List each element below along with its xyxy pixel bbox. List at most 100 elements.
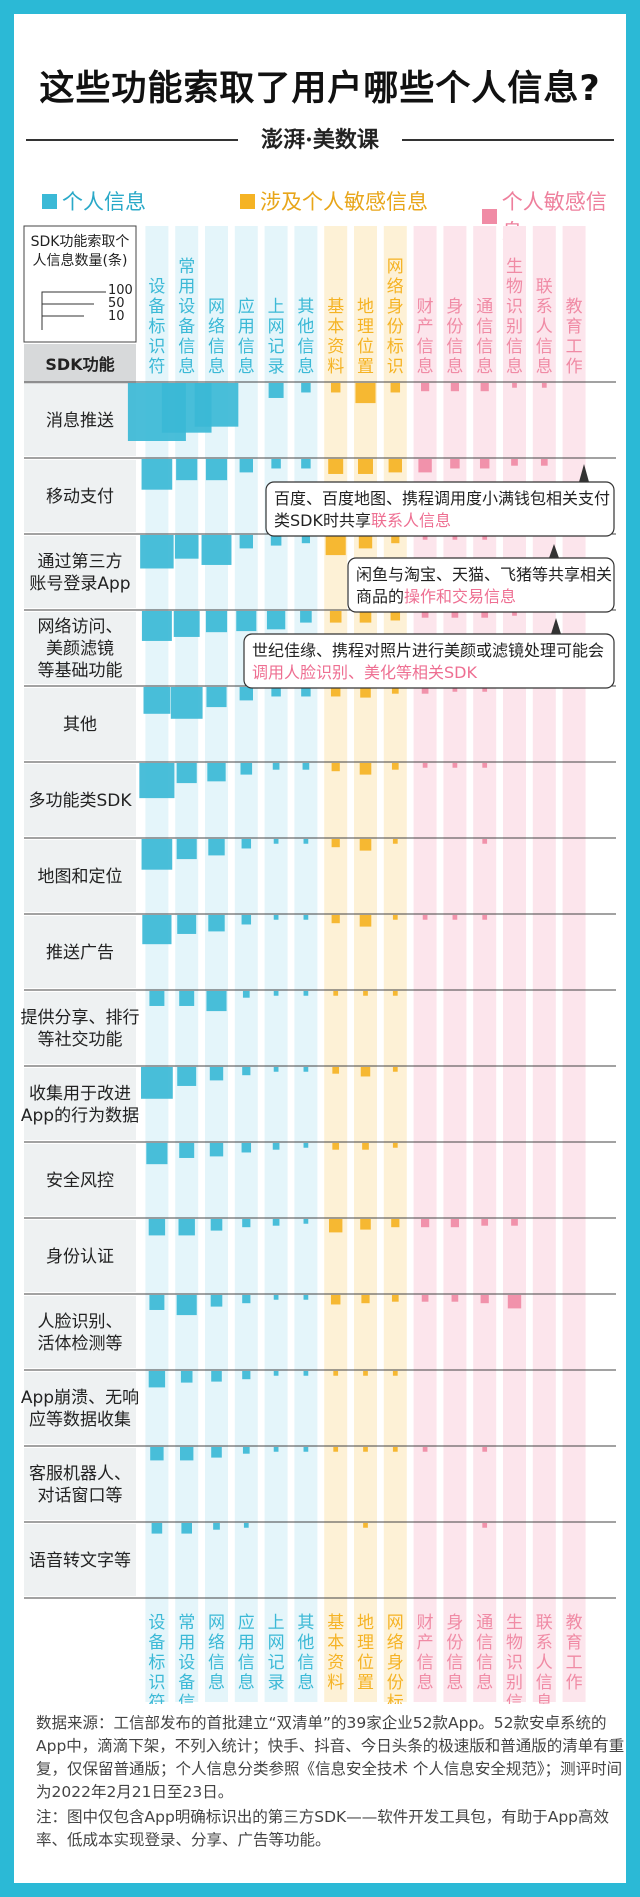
column-strip — [234, 226, 258, 1702]
heatmap-cell — [273, 991, 279, 996]
heatmap-cell — [151, 1523, 163, 1534]
heatmap-cell — [512, 611, 517, 616]
column-label: 联 — [536, 277, 553, 297]
annotation-pointer — [549, 544, 559, 558]
column-label: 他 — [297, 317, 314, 337]
column-label: 位 — [357, 337, 374, 357]
column-label: 地 — [357, 1613, 374, 1633]
brand-logo: 澎湃·美数课 — [261, 127, 379, 153]
column-label: 上 — [268, 1613, 285, 1633]
title-divider-right — [402, 139, 614, 141]
column-label: 常 — [178, 257, 195, 277]
column-label: 人 — [536, 317, 553, 337]
heatmap-cell — [176, 763, 197, 784]
heatmap-cell — [272, 1143, 280, 1150]
heatmap-cell — [208, 839, 225, 856]
column-label: 设 — [178, 1653, 195, 1673]
column-label: 信 — [476, 1633, 493, 1653]
row-label-bg — [24, 916, 136, 988]
heatmap-cell — [390, 611, 401, 621]
column-label: 常 — [178, 1613, 195, 1633]
heatmap-cell — [271, 459, 281, 469]
row-label-bg — [24, 764, 136, 836]
row-label: 消息推送 — [46, 411, 114, 431]
column-label: 符 — [148, 1693, 165, 1704]
heatmap-cell — [194, 383, 239, 427]
row-header-bg — [24, 344, 136, 386]
column-label: 符 — [148, 357, 165, 377]
row-label: 对话窗口等 — [38, 1486, 123, 1506]
heatmap-cell — [146, 1143, 168, 1165]
heatmap-cell — [205, 611, 228, 633]
heatmap-cell — [421, 1295, 429, 1302]
heatmap-cell — [303, 1447, 309, 1452]
note-text: 注：图中仅包含App明确标识出的第三方SDK——软件开发工具包，有助于App高效… — [36, 1808, 610, 1849]
column-label: 识 — [506, 297, 523, 317]
column-label: 信 — [178, 1693, 195, 1704]
column-label: 信 — [208, 337, 225, 357]
heatmap-cell — [482, 1523, 488, 1528]
annotation-box — [347, 557, 615, 613]
heatmap-cell — [241, 915, 252, 925]
column-strip — [503, 226, 526, 1702]
column-label: 应 — [238, 1613, 255, 1633]
heatmap-cell — [301, 687, 311, 697]
heatmap-cell — [209, 1143, 224, 1157]
column-label: 生 — [506, 257, 523, 277]
heatmap-cell — [176, 1295, 197, 1316]
heatmap-cell — [139, 763, 175, 799]
row-label: 通过第三方 — [38, 552, 123, 572]
heatmap-cell — [301, 459, 311, 469]
heatmap-cell — [141, 1067, 173, 1099]
column-label: 作 — [566, 1673, 583, 1693]
heatmap-cell — [239, 459, 253, 473]
heatmap-cell — [452, 763, 458, 768]
row-label: 账号登录App — [29, 574, 130, 594]
heatmap-cell — [206, 687, 227, 708]
title-divider-left — [26, 139, 238, 141]
row-label: 美颜滤镜 — [46, 639, 114, 659]
heatmap-cell — [482, 1447, 488, 1452]
column-label: 识 — [387, 357, 404, 377]
size-legend-value: 10 — [108, 309, 125, 324]
heatmap-cell — [511, 1219, 518, 1226]
heatmap-cell — [273, 1447, 279, 1452]
column-label: 物 — [506, 277, 523, 297]
heatmap-cell — [482, 915, 488, 920]
heatmap-cell — [359, 611, 372, 623]
column-label: 记 — [268, 1653, 285, 1673]
column-label: 设 — [148, 277, 165, 297]
heatmap-cell — [360, 1067, 371, 1077]
heatmap-cell — [273, 1371, 279, 1376]
source-text: 数据来源：工信部发布的首批建立“双清单”的39家企业52款App。52款安卓系统… — [36, 1714, 625, 1801]
heatmap-cell — [149, 991, 165, 1006]
column-label: 料 — [327, 357, 344, 377]
column-label: 息 — [297, 357, 314, 377]
heatmap-cell — [140, 535, 174, 569]
row-label: 语音转文字等 — [29, 1551, 131, 1571]
row-label-bg — [24, 460, 136, 532]
heatmap-cell — [242, 1067, 251, 1076]
column-label: 用 — [238, 317, 255, 337]
heatmap-cell — [148, 1219, 166, 1236]
row-label: 移动支付 — [46, 487, 114, 507]
column-label: 备 — [148, 297, 165, 317]
heatmap-cell — [391, 687, 399, 694]
heatmap-cell — [392, 1371, 398, 1376]
column-label: 设 — [178, 297, 195, 317]
column-label: 联 — [536, 1613, 553, 1633]
heatmap-cell — [360, 687, 371, 698]
heatmap-cell — [179, 991, 195, 1006]
heatmap-cell — [512, 383, 517, 388]
column-label: 网 — [268, 317, 285, 337]
heatmap-cell — [333, 1371, 339, 1376]
annotation-box — [265, 481, 615, 537]
row-label-bg — [24, 536, 136, 608]
column-label: 生 — [506, 1613, 523, 1633]
size-legend-title: SDK功能索取个 — [31, 233, 130, 250]
heatmap-cell — [241, 1143, 252, 1153]
heatmap-cell — [180, 1447, 194, 1461]
column-label: 份 — [387, 1673, 404, 1693]
column-strip — [205, 226, 228, 1702]
heatmap-cell — [242, 991, 250, 998]
